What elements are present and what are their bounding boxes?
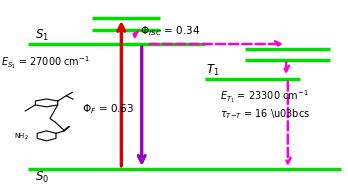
Text: $\Phi_{ISC}$ = 0.34: $\Phi_{ISC}$ = 0.34 — [140, 24, 200, 38]
Text: $S_0$: $S_0$ — [35, 170, 49, 185]
Text: $T_1$: $T_1$ — [206, 63, 220, 78]
Text: $\Phi_F$ = 0.63: $\Phi_F$ = 0.63 — [82, 102, 135, 116]
Text: $\tau_{T\mathregular{-}T}$ = 16 \u03bcs: $\tau_{T\mathregular{-}T}$ = 16 \u03bcs — [220, 107, 310, 121]
Text: $S_1$: $S_1$ — [35, 28, 49, 43]
Text: NH$_2$: NH$_2$ — [14, 132, 29, 142]
Text: $E_{T_1}$ = 23300 cm$^{-1}$: $E_{T_1}$ = 23300 cm$^{-1}$ — [220, 88, 309, 105]
Text: $E_{S_1}$ = 27000 cm$^{-1}$: $E_{S_1}$ = 27000 cm$^{-1}$ — [1, 54, 89, 71]
